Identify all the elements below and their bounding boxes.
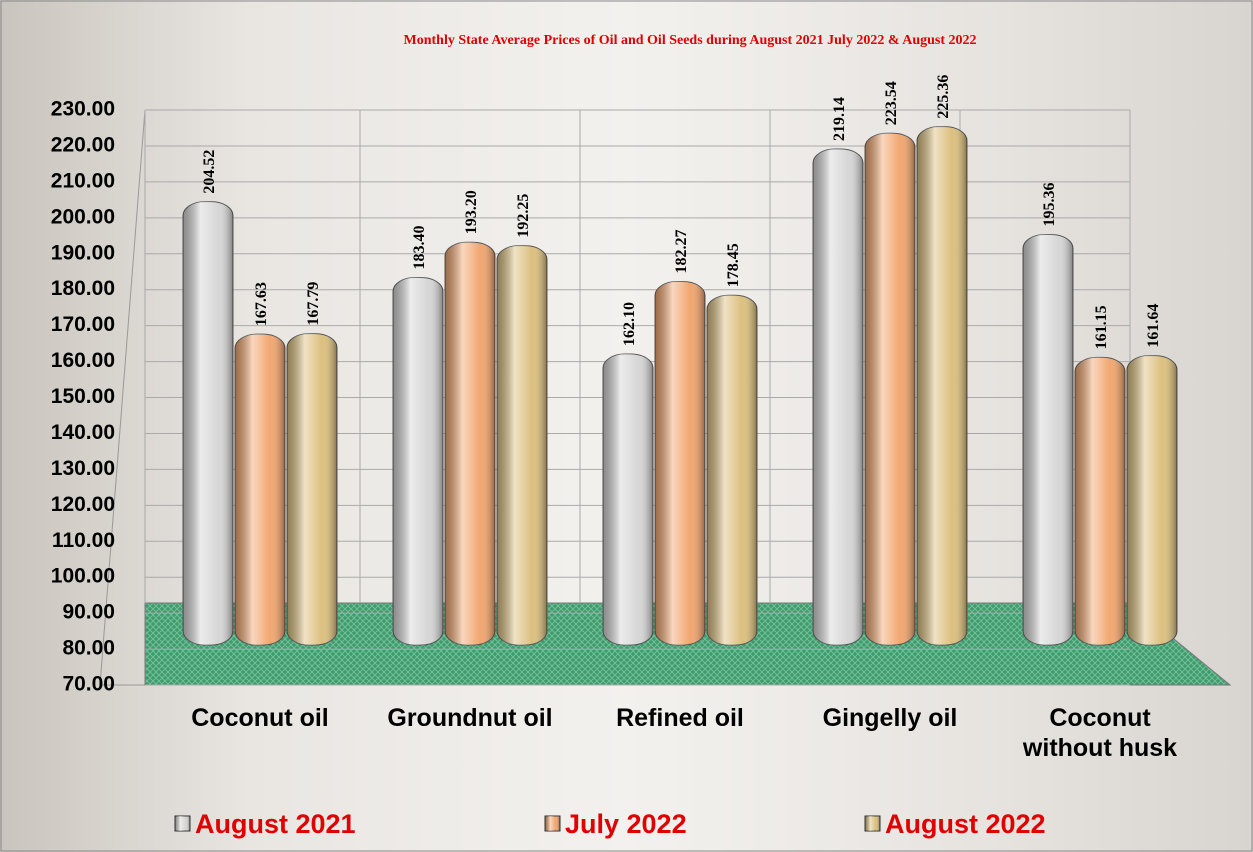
value-label: 223.54 xyxy=(883,81,900,125)
legend-swatch-shine xyxy=(545,816,560,831)
bar-group xyxy=(183,202,233,645)
bar-group xyxy=(1075,357,1125,645)
bar-shine xyxy=(917,127,967,645)
bar-group xyxy=(603,354,653,645)
y-tick-label: 150.00 xyxy=(51,385,115,408)
y-tick-label: 140.00 xyxy=(51,421,115,444)
y-tick-label: 230.00 xyxy=(51,98,115,121)
legend-swatch-shine xyxy=(175,816,190,831)
bar-group xyxy=(445,242,495,645)
value-label: 193.20 xyxy=(463,190,480,234)
bar-shine xyxy=(813,149,863,645)
bar-group xyxy=(917,127,967,645)
value-label: 192.25 xyxy=(515,194,532,238)
bar-group xyxy=(865,133,915,645)
value-label: 162.10 xyxy=(621,302,638,346)
bar-shine xyxy=(287,334,337,645)
y-tick-label: 170.00 xyxy=(51,313,115,336)
bar-shine xyxy=(1023,234,1073,645)
bar-shine xyxy=(1127,356,1177,645)
x-tick-label: Refined oil xyxy=(595,703,765,733)
bar-shine xyxy=(235,334,285,645)
value-label: 195.36 xyxy=(1041,182,1058,226)
x-tick-label: Coconut without husk xyxy=(1015,703,1185,763)
bar-shine xyxy=(393,277,443,645)
y-tick-label: 210.00 xyxy=(51,169,115,192)
y-tick-label: 110.00 xyxy=(52,529,115,552)
bar-shine xyxy=(497,246,547,645)
y-tick-label: 180.00 xyxy=(51,277,115,300)
bar-shine xyxy=(707,295,757,645)
bar-group xyxy=(393,277,443,645)
y-tick-label: 120.00 xyxy=(51,493,115,516)
y-tick-label: 200.00 xyxy=(51,205,115,228)
y-tick-label: 130.00 xyxy=(51,457,115,480)
value-label: 225.36 xyxy=(935,75,952,119)
bar-group xyxy=(707,295,757,645)
y-tick-label: 220.00 xyxy=(51,133,115,156)
y-tick-label: 160.00 xyxy=(51,349,115,372)
value-label: 219.14 xyxy=(831,97,848,141)
bar-shine xyxy=(865,133,915,645)
value-label: 182.27 xyxy=(673,230,690,274)
chart-title: Monthly State Average Prices of Oil and … xyxy=(404,33,977,48)
bar-shine xyxy=(1075,357,1125,645)
y-tick-label: 80.00 xyxy=(62,637,115,660)
value-label: 183.40 xyxy=(411,225,428,269)
bar-group xyxy=(1127,356,1177,645)
x-tick-label: Groundnut oil xyxy=(385,703,555,733)
legend-label: August 2022 xyxy=(885,809,1046,839)
bar-group xyxy=(655,282,705,645)
bar-shine xyxy=(445,242,495,645)
y-tick-label: 100.00 xyxy=(51,565,115,588)
x-tick-label: Gingelly oil xyxy=(805,703,975,733)
bar-shine xyxy=(183,202,233,645)
y-tick-label: 90.00 xyxy=(62,601,115,624)
value-label: 167.63 xyxy=(253,282,270,326)
legend-label: July 2022 xyxy=(565,809,687,839)
bar-shine xyxy=(655,282,705,645)
value-label: 167.79 xyxy=(305,282,322,326)
bar-group xyxy=(287,334,337,645)
chart-page: Monthly State Average Prices of Oil and … xyxy=(0,0,1253,852)
y-tick-label: 190.00 xyxy=(51,241,115,264)
bar-group xyxy=(235,334,285,645)
bar-shine xyxy=(603,354,653,645)
x-tick-label: Coconut oil xyxy=(175,703,345,733)
bar-group xyxy=(813,149,863,645)
value-label: 161.15 xyxy=(1093,305,1110,349)
value-label: 178.45 xyxy=(725,243,742,287)
y-tick-label: 70.00 xyxy=(62,673,115,696)
value-label: 161.64 xyxy=(1145,304,1162,348)
bar-group xyxy=(497,246,547,645)
legend-swatch-shine xyxy=(865,816,880,831)
value-label: 204.52 xyxy=(201,150,218,194)
legend-label: August 2021 xyxy=(195,809,356,839)
bar-group xyxy=(1023,234,1073,645)
